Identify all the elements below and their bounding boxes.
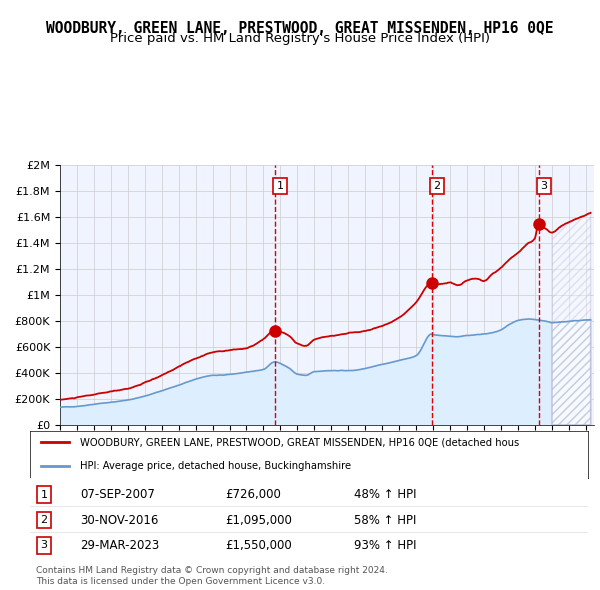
Text: 30-NOV-2016: 30-NOV-2016 bbox=[80, 513, 158, 527]
Text: 93% ↑ HPI: 93% ↑ HPI bbox=[353, 539, 416, 552]
Text: WOODBURY, GREEN LANE, PRESTWOOD, GREAT MISSENDEN, HP16 0QE: WOODBURY, GREEN LANE, PRESTWOOD, GREAT M… bbox=[46, 21, 554, 35]
Text: 3: 3 bbox=[541, 181, 548, 191]
Text: £1,550,000: £1,550,000 bbox=[226, 539, 292, 552]
Text: £726,000: £726,000 bbox=[226, 489, 281, 502]
Text: 07-SEP-2007: 07-SEP-2007 bbox=[80, 489, 155, 502]
Text: 48% ↑ HPI: 48% ↑ HPI bbox=[353, 489, 416, 502]
Text: Contains HM Land Registry data © Crown copyright and database right 2024.
This d: Contains HM Land Registry data © Crown c… bbox=[36, 566, 388, 586]
Text: Price paid vs. HM Land Registry's House Price Index (HPI): Price paid vs. HM Land Registry's House … bbox=[110, 32, 490, 45]
Text: HPI: Average price, detached house, Buckinghamshire: HPI: Average price, detached house, Buck… bbox=[80, 461, 352, 471]
Text: 29-MAR-2023: 29-MAR-2023 bbox=[80, 539, 160, 552]
Text: 58% ↑ HPI: 58% ↑ HPI bbox=[353, 513, 416, 527]
Text: 1: 1 bbox=[40, 490, 47, 500]
Text: 1: 1 bbox=[277, 181, 284, 191]
Text: WOODBURY, GREEN LANE, PRESTWOOD, GREAT MISSENDEN, HP16 0QE (detached hous: WOODBURY, GREEN LANE, PRESTWOOD, GREAT M… bbox=[80, 438, 520, 447]
Text: 2: 2 bbox=[40, 515, 47, 525]
Text: £1,095,000: £1,095,000 bbox=[226, 513, 292, 527]
Text: 2: 2 bbox=[433, 181, 440, 191]
Text: 3: 3 bbox=[40, 540, 47, 550]
